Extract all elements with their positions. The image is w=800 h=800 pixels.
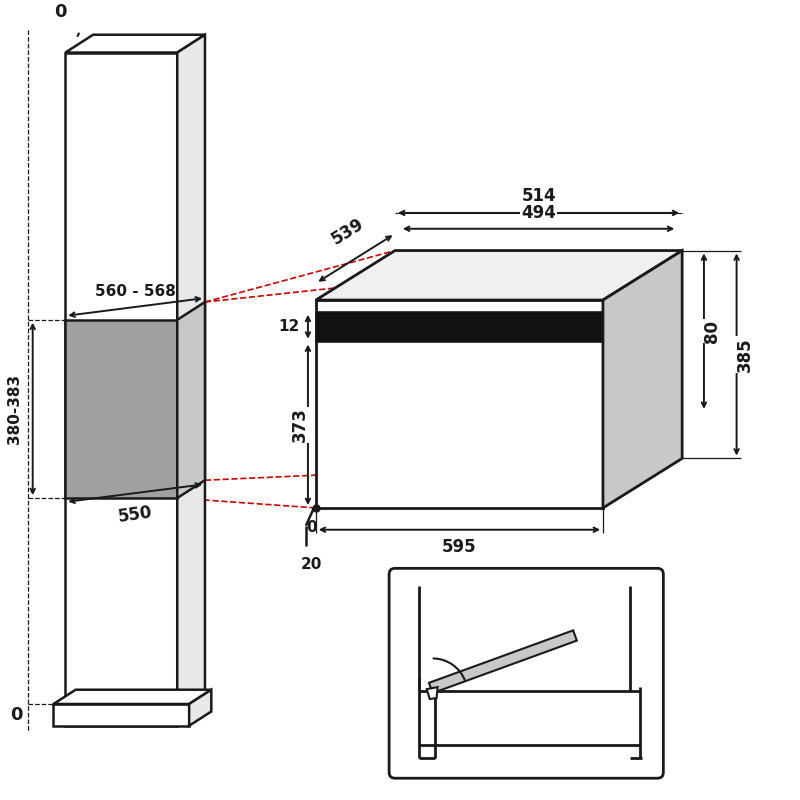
Polygon shape — [603, 250, 682, 508]
Text: 494: 494 — [521, 204, 556, 222]
Text: 290: 290 — [514, 569, 550, 587]
Text: 7: 7 — [647, 744, 658, 759]
Polygon shape — [54, 704, 189, 726]
Text: 595: 595 — [442, 538, 477, 556]
Polygon shape — [316, 300, 603, 508]
Polygon shape — [429, 630, 577, 693]
Text: 20: 20 — [302, 558, 322, 573]
Polygon shape — [189, 690, 211, 726]
Text: 85°: 85° — [446, 662, 475, 677]
Text: 0: 0 — [54, 3, 66, 21]
Text: 539: 539 — [328, 215, 367, 249]
Text: 550: 550 — [117, 503, 154, 526]
Text: 0: 0 — [10, 706, 23, 724]
Text: 0: 0 — [306, 520, 318, 535]
Text: 385: 385 — [735, 337, 754, 372]
Polygon shape — [426, 687, 438, 699]
Text: 380-383: 380-383 — [7, 374, 22, 444]
Polygon shape — [316, 312, 603, 342]
Text: 5: 5 — [611, 710, 622, 725]
Polygon shape — [178, 34, 205, 726]
Text: 373: 373 — [291, 407, 309, 442]
Text: 12: 12 — [278, 319, 300, 334]
Polygon shape — [316, 250, 682, 300]
Polygon shape — [66, 53, 178, 726]
Text: 514: 514 — [522, 187, 556, 205]
Polygon shape — [66, 320, 178, 498]
Polygon shape — [178, 302, 205, 498]
Text: 560 - 568: 560 - 568 — [94, 284, 176, 299]
FancyBboxPatch shape — [389, 568, 663, 778]
Polygon shape — [66, 34, 205, 53]
Text: 80: 80 — [703, 320, 721, 342]
Polygon shape — [54, 690, 211, 704]
